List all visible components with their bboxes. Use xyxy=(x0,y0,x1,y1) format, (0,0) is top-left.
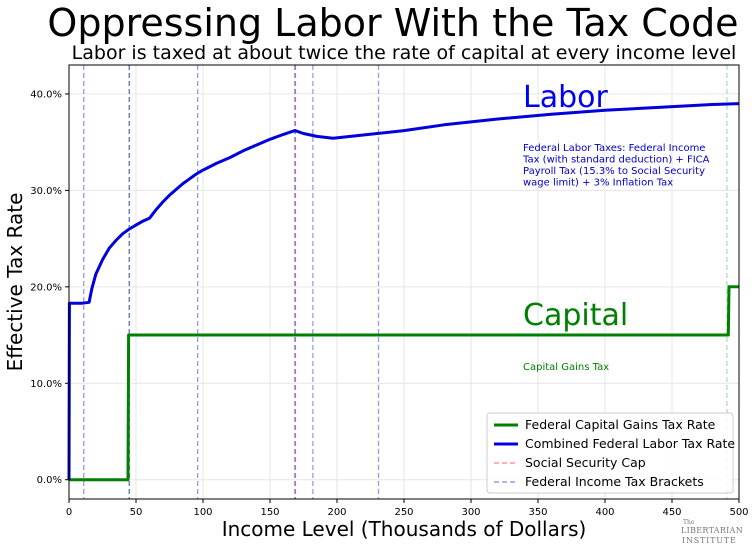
legend-label-labor: Combined Federal Labor Tax Rate xyxy=(525,436,735,451)
series-capital-gains-line xyxy=(69,285,739,482)
annotation-labor: Labor xyxy=(523,80,608,115)
legend-label-ss-cap: Social Security Cap xyxy=(525,455,646,470)
y-tick-label: 0.0% xyxy=(37,475,62,486)
legend-box xyxy=(486,412,734,494)
y-tick-label: 40.0% xyxy=(30,89,62,100)
x-tick-label: 350 xyxy=(528,507,547,518)
annotation-capital: Capital xyxy=(523,298,628,333)
x-tick-label: 150 xyxy=(260,507,279,518)
y-tick-label: 20.0% xyxy=(30,282,62,293)
y-tick-label: 10.0% xyxy=(30,379,62,390)
annotation-labor-taxes: Federal Labor Taxes: Federal Income Tax (… xyxy=(522,143,710,189)
annotation-capital-gains: Capital Gains Tax xyxy=(523,362,609,373)
x-tick-label: 100 xyxy=(193,507,212,518)
reference-lines xyxy=(83,65,728,499)
x-tick-label: 200 xyxy=(327,507,346,518)
y-axis-label: Effective Tax Rate xyxy=(3,193,27,372)
x-tick-label: 250 xyxy=(394,507,413,518)
x-tick-label: 0 xyxy=(66,507,72,518)
logo-institute: INSTITUTE xyxy=(682,536,737,545)
logo-libertarian: LIBERTARIAN xyxy=(681,526,743,535)
x-tick-label: 300 xyxy=(461,507,480,518)
x-axis-label: Income Level (Thousands of Dollars) xyxy=(222,517,587,541)
x-tick-label: 450 xyxy=(662,507,681,518)
legend-label-capital: Federal Capital Gains Tax Rate xyxy=(525,417,716,432)
series-lines xyxy=(67,102,740,482)
x-tick-label: 500 xyxy=(729,507,748,518)
legend: Federal Capital Gains Tax Rate Combined … xyxy=(486,412,735,494)
chart-title: Oppressing Labor With the Tax Code xyxy=(47,1,738,45)
y-tick-label: 30.0% xyxy=(30,186,62,197)
x-tick-label: 50 xyxy=(130,507,143,518)
logo-the: The xyxy=(683,519,695,526)
y-axis-ticks: 0.0% 10.0% 20.0% 30.0% 40.0% xyxy=(30,89,69,486)
series-labor-tax-line xyxy=(67,102,740,480)
libertarian-institute-logo: The LIBERTARIAN INSTITUTE xyxy=(681,519,743,545)
x-axis-ticks: 0 50 100 150 200 250 300 350 400 450 500 xyxy=(66,499,749,518)
legend-label-brackets: Federal Income Tax Brackets xyxy=(525,474,704,489)
chart-subtitle: Labor is taxed at about twice the rate o… xyxy=(72,42,737,64)
x-tick-label: 400 xyxy=(595,507,614,518)
